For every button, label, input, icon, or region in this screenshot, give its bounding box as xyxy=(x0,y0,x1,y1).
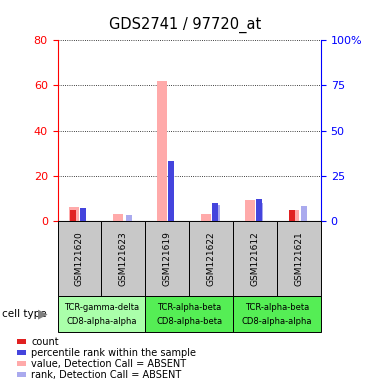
Text: count: count xyxy=(32,336,59,346)
Bar xyxy=(125,215,132,221)
Text: value, Detection Call = ABSENT: value, Detection Call = ABSENT xyxy=(32,359,187,369)
Bar xyxy=(58,296,145,332)
Bar xyxy=(58,221,101,296)
Text: ▶: ▶ xyxy=(38,308,47,320)
Bar xyxy=(17,339,26,344)
Bar xyxy=(70,210,76,221)
Bar xyxy=(256,199,262,221)
Bar xyxy=(101,221,145,296)
Bar xyxy=(211,203,218,221)
Bar xyxy=(80,208,86,221)
Text: GSM121619: GSM121619 xyxy=(163,231,172,286)
Text: GSM121620: GSM121620 xyxy=(75,231,84,286)
Bar xyxy=(213,205,220,221)
Text: cell type: cell type xyxy=(2,309,46,319)
Bar xyxy=(245,200,255,221)
Bar xyxy=(301,206,307,221)
Bar xyxy=(289,210,299,221)
Bar xyxy=(113,214,123,221)
Text: CD8-alpha-beta: CD8-alpha-beta xyxy=(156,318,222,326)
Bar xyxy=(69,207,79,221)
Bar xyxy=(233,296,321,332)
Bar xyxy=(157,81,167,221)
Bar xyxy=(17,361,26,366)
Text: CD8-alpha-alpha: CD8-alpha-alpha xyxy=(66,318,137,326)
Text: TCR-gamma-delta: TCR-gamma-delta xyxy=(64,303,139,312)
Bar xyxy=(189,221,233,296)
Bar xyxy=(277,221,321,296)
Text: GSM121612: GSM121612 xyxy=(250,231,260,286)
Bar xyxy=(201,214,211,221)
Text: TCR-alpha-beta: TCR-alpha-beta xyxy=(245,303,309,312)
Text: TCR-alpha-beta: TCR-alpha-beta xyxy=(157,303,221,312)
Text: GSM121623: GSM121623 xyxy=(119,231,128,286)
Bar xyxy=(17,372,26,377)
Bar xyxy=(145,221,189,296)
Bar xyxy=(289,210,295,221)
Text: GDS2741 / 97720_at: GDS2741 / 97720_at xyxy=(109,17,262,33)
Bar xyxy=(233,221,277,296)
Text: rank, Detection Call = ABSENT: rank, Detection Call = ABSENT xyxy=(32,370,182,380)
Text: GSM121622: GSM121622 xyxy=(207,231,216,286)
Bar xyxy=(145,296,233,332)
Bar xyxy=(168,161,174,221)
Text: percentile rank within the sample: percentile rank within the sample xyxy=(32,348,196,358)
Bar xyxy=(17,350,26,355)
Text: GSM121621: GSM121621 xyxy=(295,231,303,286)
Text: CD8-alpha-alpha: CD8-alpha-alpha xyxy=(242,318,312,326)
Bar xyxy=(257,203,263,221)
